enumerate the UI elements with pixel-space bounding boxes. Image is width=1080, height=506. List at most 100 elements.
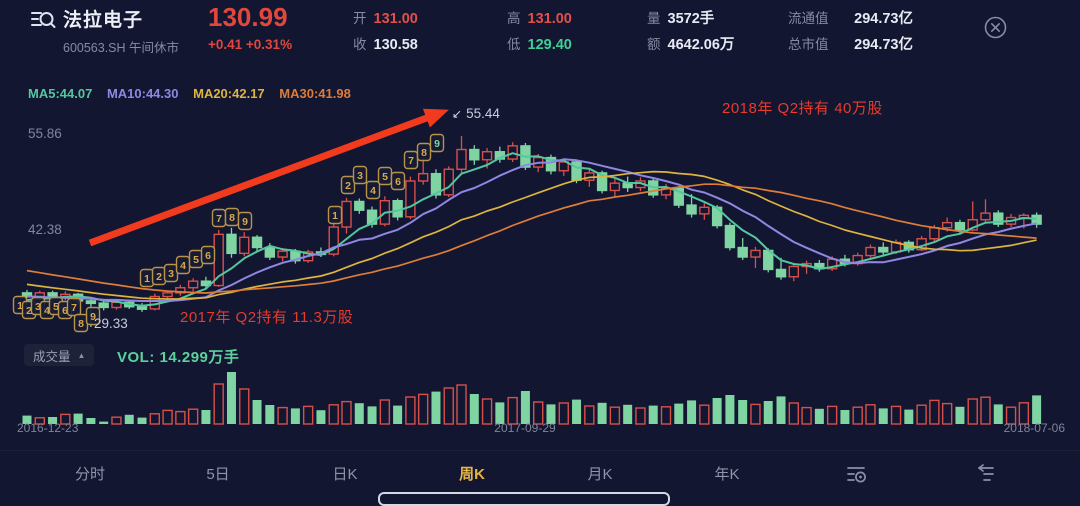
candle-up [213,233,224,287]
volume-bar [469,394,479,424]
candle-up [980,212,991,221]
volume-bar [354,403,364,424]
float-cap-value: 294.73亿 [854,11,913,27]
ma10-value: MA10:44.30 [106,86,179,101]
candle-down [993,212,1004,225]
candle-up [443,168,454,196]
volume-bar [699,404,710,425]
volume-bar [481,398,493,425]
candle-up [788,265,799,278]
volume-bar [1005,406,1017,425]
candle-down [264,246,276,258]
open-value: 131.00 [373,11,418,27]
search-scan-icon[interactable] [30,7,56,33]
volume-bar [635,407,646,425]
week-badge-number: 8 [78,318,84,330]
last-price: 130.99 [208,2,288,32]
volume-bar [814,408,824,424]
amount-value: 4642.06万 [667,37,735,53]
tab-5day[interactable]: 5日 [206,466,230,483]
week-badge-number: 5 [382,171,388,183]
volume-bar [660,406,672,425]
tab-monthly-k[interactable]: 月K [587,466,613,483]
candle-up [175,287,186,294]
total-cap-value: 294.73亿 [854,37,913,53]
week-badge-number: 4 [44,305,50,317]
volume-bar [60,413,71,425]
peak-price-marker: ↙ 55.44 [452,106,500,121]
volume-bar [316,410,326,424]
volume-bar [265,405,275,424]
market-status: 午间休市 [129,41,180,55]
volume-bar [239,388,250,425]
volume-bar [558,402,569,425]
candle-up [405,180,416,218]
tab-minute[interactable]: 分时 [74,466,105,483]
volume-bar [878,408,888,424]
week-badge-number: 1 [332,210,338,222]
candle-down [251,236,263,249]
candle-down [430,172,442,196]
trend-arrow-shaft [88,112,434,247]
week-badge-number: 2 [345,180,351,192]
week-badge [352,165,368,185]
week-badge [200,245,216,265]
collapse-panel-icon[interactable] [975,464,997,484]
volume-bar [725,395,735,424]
ma5-line [26,152,1037,307]
home-indicator[interactable] [378,492,670,506]
date-axis-middle: 2017-09-29 [494,421,556,435]
stock-name: 法拉电子 [63,10,144,31]
tab-yearly-k[interactable]: 年K [714,466,740,483]
week-badge-number: 7 [216,213,222,225]
volume-bar [187,408,199,425]
tab-weekly-k[interactable]: 周K [459,466,485,483]
candle-down [954,221,966,231]
volume-bar [1018,402,1030,425]
date-axis-end: 2018-07-06 [1003,421,1065,435]
candle-up [481,151,493,161]
volume-bar [1032,395,1042,424]
volume-bar [290,408,300,424]
low-price-marker: 29.33 [94,316,128,331]
volume-pane-selector[interactable]: 成交量 ▲ [24,344,95,366]
volume-bar [788,402,799,425]
close-icon[interactable] [984,16,1007,39]
candle-down [226,233,237,255]
week-badge-number: 1 [17,300,23,312]
total-cap-label: 总市值 [788,37,829,52]
volume-bar [393,405,403,424]
volume-bar [252,400,262,424]
tab-daily-k[interactable]: 日K [332,466,358,483]
candle-up [162,292,173,298]
stock-code-status: 600563.SH 午间休市 [63,37,179,56]
week-badge [416,142,432,162]
candle-down [545,156,557,172]
ma20-line [26,170,1037,300]
ma-legend: MA5:44.07 MA10:44.30 MA20:42.17 MA30:41.… [28,86,362,101]
candle-up [277,250,288,258]
volume-bar [73,413,83,424]
candle-up [341,200,352,228]
y-axis-label-mid: 42.38 [28,222,62,237]
volume-bar [916,404,927,425]
ma30-value: MA30:41.98 [279,86,351,101]
volume-bar [597,402,607,424]
volume-bar [456,384,467,425]
volume-bar [840,410,850,424]
week-badge-number: 7 [408,155,414,167]
candle-up [750,249,761,258]
candle-down [775,268,787,278]
candle-up [865,246,876,257]
price-change: +0.41 +0.31% [208,37,293,52]
indicator-settings-icon[interactable] [846,464,868,484]
volume-bar [48,417,58,424]
ma20-value: MA20:42.17 [193,86,265,101]
volume-bar [149,413,161,425]
volume-bar [623,404,633,424]
volume-bar [712,398,722,424]
volume-bar [520,391,530,424]
float-cap-label: 流通值 [788,11,829,26]
prev-close-label: 收 [353,37,367,52]
